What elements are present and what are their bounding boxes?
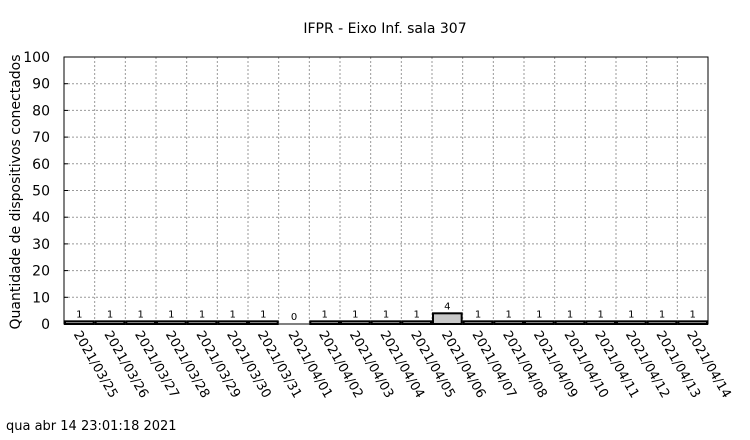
bar-value-label: 1 — [536, 309, 542, 320]
bar-value-label: 1 — [107, 309, 113, 320]
grid — [64, 57, 708, 324]
y-axis-label: Quantidade de dispositivos conectados — [8, 54, 24, 329]
bar-value-label: 1 — [628, 309, 634, 320]
y-tick-label: 30 — [32, 237, 50, 253]
bar-value-label: 1 — [199, 309, 205, 320]
y-tick-label: 80 — [32, 103, 50, 119]
bar-value-label: 1 — [505, 309, 511, 320]
bar-value-label: 1 — [168, 309, 174, 320]
bar — [432, 312, 463, 326]
y-tick-label: 60 — [32, 157, 50, 173]
bar-value-label: 1 — [689, 309, 695, 320]
bar-value-label: 4 — [444, 301, 450, 312]
bar-value-label: 1 — [567, 309, 573, 320]
y-tick-label: 10 — [32, 290, 50, 306]
bar-value-label: 1 — [229, 309, 235, 320]
bar-value-label: 1 — [413, 309, 419, 320]
bar-value-label: 1 — [76, 309, 82, 320]
y-tick-labels: 0 10 20 30 40 50 60 70 80 90 100 — [23, 50, 68, 333]
bar-value-label: 1 — [659, 309, 665, 320]
y-tick-label: 50 — [32, 184, 50, 200]
timestamp: qua abr 14 23:01:18 2021 — [6, 419, 177, 434]
bar-value-label: 1 — [475, 309, 481, 320]
bar-value-label: 1 — [260, 309, 266, 320]
bar-value-label: 0 — [291, 312, 297, 323]
bar-value-label: 1 — [597, 309, 603, 320]
bar-value-label: 1 — [137, 309, 143, 320]
y-tick-label: 40 — [32, 210, 50, 226]
y-tick-label: 100 — [23, 50, 50, 66]
bars: 1 1 1 1 1 1 1 0 1 1 1 1 4 1 1 1 1 1 1 1 1 — [64, 301, 708, 326]
bar-value-label: 1 — [321, 309, 327, 320]
y-tick-label: 0 — [41, 317, 50, 333]
chart-title: IFPR - Eixo Inf. sala 307 — [303, 21, 466, 37]
bar-value-label: 1 — [352, 309, 358, 320]
x-tick-labels: 2021/03/252021/03/262021/03/272021/03/28… — [70, 329, 734, 401]
y-tick-label: 20 — [32, 264, 50, 280]
y-tick-label: 70 — [32, 130, 50, 146]
y-tick-label: 90 — [32, 77, 50, 93]
bar-value-label: 1 — [383, 309, 389, 320]
plot-frame — [63, 56, 709, 325]
